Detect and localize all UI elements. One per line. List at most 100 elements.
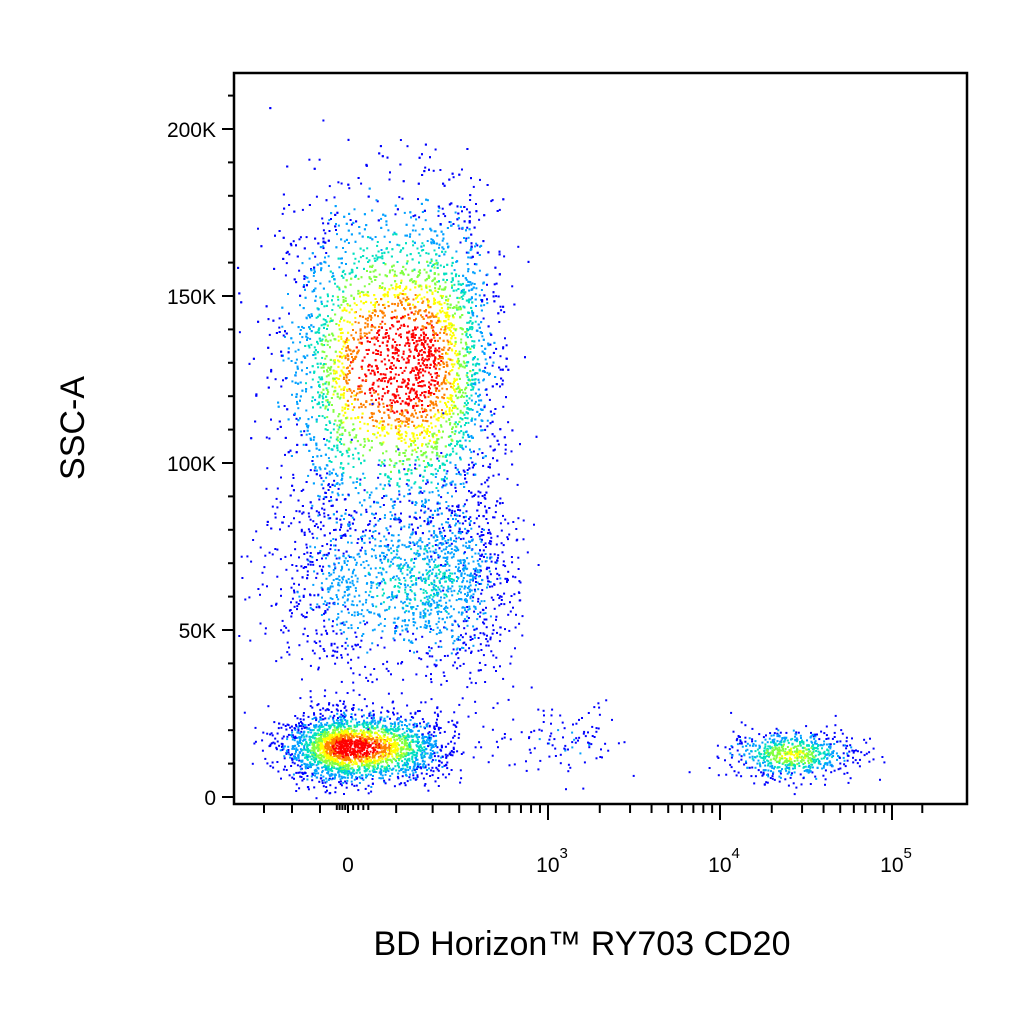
event-dot xyxy=(360,513,363,516)
event-dot xyxy=(478,339,481,342)
event-dot xyxy=(332,410,335,413)
event-dot xyxy=(398,334,401,337)
event-dot xyxy=(311,378,314,381)
event-dot xyxy=(440,382,443,385)
event-dot xyxy=(291,393,293,396)
event-dot xyxy=(312,482,315,485)
event-dot xyxy=(442,339,445,342)
event-dot xyxy=(454,483,457,486)
event-dot xyxy=(410,414,413,417)
event-dot xyxy=(295,451,298,454)
event-dot xyxy=(434,509,436,512)
event-dot xyxy=(354,487,357,489)
event-dot xyxy=(391,410,394,413)
event-dot xyxy=(371,369,373,372)
event-dot xyxy=(395,332,398,335)
event-dot xyxy=(422,380,425,383)
event-dot xyxy=(394,280,397,283)
event-dot xyxy=(397,296,400,299)
event-dot xyxy=(444,314,447,317)
event-dot xyxy=(492,361,495,364)
event-dot xyxy=(341,409,344,412)
event-dot xyxy=(436,349,439,352)
event-dot xyxy=(345,374,348,377)
event-dot xyxy=(415,390,418,393)
event-dot xyxy=(415,317,417,320)
event-dot xyxy=(448,412,451,415)
event-dot xyxy=(471,322,474,325)
event-dot xyxy=(342,387,345,390)
event-dot xyxy=(308,158,311,161)
event-dot xyxy=(441,207,444,210)
event-dot xyxy=(396,208,399,211)
event-dot xyxy=(446,311,449,314)
event-dot xyxy=(350,308,353,311)
event-dot xyxy=(475,263,478,266)
event-dot xyxy=(301,208,304,211)
event-dot xyxy=(297,382,300,385)
event-dot xyxy=(303,247,306,250)
event-dot xyxy=(490,536,493,539)
event-dot xyxy=(451,359,454,362)
event-dot xyxy=(378,287,381,289)
event-dot xyxy=(362,472,365,475)
event-dot xyxy=(405,342,408,345)
event-dot xyxy=(327,239,330,242)
event-dot xyxy=(322,364,325,367)
event-dot xyxy=(383,295,386,298)
event-dot xyxy=(408,417,411,420)
event-dot xyxy=(312,274,315,277)
event-dot xyxy=(333,372,335,375)
event-dot xyxy=(293,278,296,281)
event-dot xyxy=(378,325,380,328)
event-dot xyxy=(428,464,431,467)
event-dot xyxy=(471,255,474,258)
event-dot xyxy=(439,530,442,533)
event-dot xyxy=(317,308,320,311)
event-dot xyxy=(499,368,502,371)
event-dot xyxy=(470,382,473,385)
event-dot xyxy=(493,283,496,286)
event-dot xyxy=(324,256,326,259)
event-dot xyxy=(425,314,428,317)
event-dot xyxy=(474,418,477,421)
event-dot xyxy=(406,473,409,476)
event-dot xyxy=(368,449,371,452)
event-dot xyxy=(466,412,469,415)
event-dot xyxy=(346,303,349,305)
event-dot xyxy=(466,417,469,420)
event-dot xyxy=(489,445,492,448)
event-dot xyxy=(379,464,382,467)
event-dot xyxy=(340,388,343,391)
event-dot xyxy=(475,363,478,366)
event-dot xyxy=(415,396,417,399)
event-dot xyxy=(468,440,471,443)
event-dot xyxy=(360,341,363,344)
event-dot xyxy=(326,472,329,475)
event-dot xyxy=(267,318,270,321)
event-dot xyxy=(356,398,359,401)
event-dot xyxy=(426,260,429,263)
event-dot xyxy=(363,438,366,441)
event-dot xyxy=(447,381,450,384)
event-dot xyxy=(296,443,299,446)
event-dot xyxy=(414,214,417,217)
event-dot xyxy=(408,355,411,358)
event-dot xyxy=(437,409,439,412)
event-dot xyxy=(464,354,467,357)
event-dot xyxy=(422,317,425,320)
event-dot xyxy=(334,455,337,458)
event-dot xyxy=(294,361,297,364)
event-dot xyxy=(397,424,400,427)
event-dot xyxy=(351,367,354,370)
event-dot xyxy=(422,426,425,429)
event-dot xyxy=(408,419,411,422)
event-dot xyxy=(359,315,362,318)
event-dot xyxy=(459,305,462,308)
event-dot xyxy=(338,433,341,436)
event-dot xyxy=(331,483,334,486)
event-dot xyxy=(325,399,328,402)
event-dot xyxy=(360,276,363,279)
event-dot xyxy=(341,482,344,485)
event-dot xyxy=(351,429,354,432)
